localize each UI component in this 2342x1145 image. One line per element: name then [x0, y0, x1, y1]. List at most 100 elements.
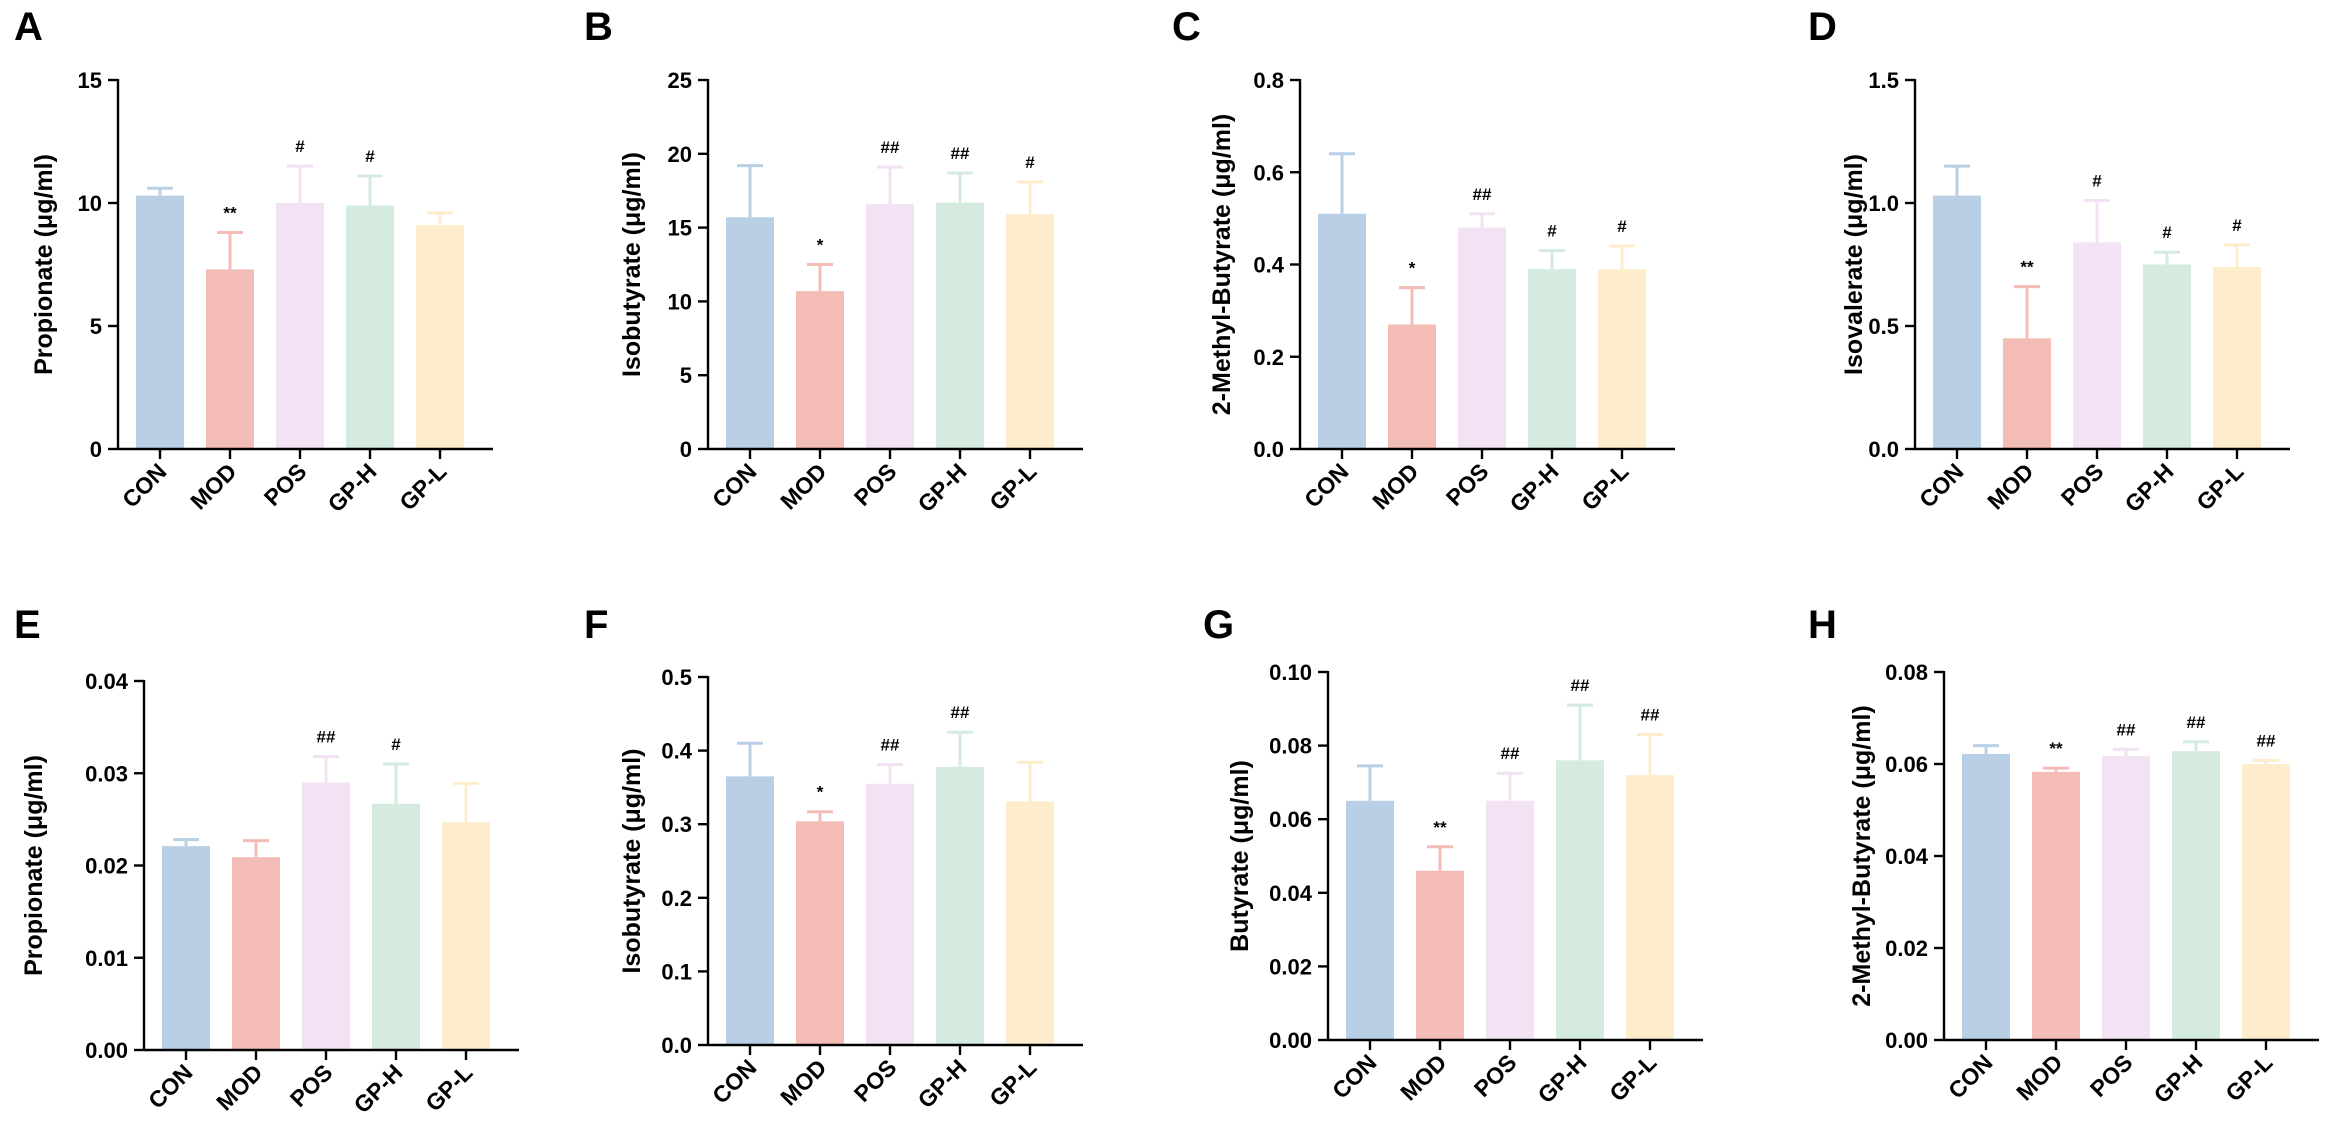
x-tick-label: POS — [2085, 1049, 2138, 1102]
y-tick-label: 0.04 — [1269, 881, 1313, 906]
x-tick-label: GP-L — [394, 458, 451, 515]
y-tick-label: 0.1 — [661, 959, 692, 984]
y-tick-label: 0.02 — [1885, 936, 1928, 961]
y-tick-label: 0.3 — [661, 812, 692, 837]
x-tick-label: GP-L — [984, 458, 1041, 515]
bar-pos — [2073, 242, 2121, 449]
significance-mark: ## — [317, 728, 336, 747]
panel-d: D ** # # #0.0 0.5 1.0 1.5 CON MOD POS GP-H GP-L Isova… — [1808, 5, 2290, 517]
bar-mod — [1416, 870, 1464, 1040]
bar-gp-l — [442, 822, 490, 1050]
significance-mark: * — [817, 783, 824, 802]
panel-letter: E — [14, 603, 41, 647]
significance-mark: # — [391, 735, 401, 754]
bar-gp-h — [2172, 751, 2220, 1040]
bar-gp-l — [1006, 214, 1054, 449]
bar-mod — [796, 821, 844, 1045]
significance-mark: ## — [1473, 185, 1492, 204]
x-tick-label: GP-H — [1504, 458, 1563, 517]
x-tick-label: CON — [143, 1059, 198, 1114]
x-tick-label: GP-L — [420, 1059, 477, 1116]
bar-mod — [206, 269, 254, 449]
y-tick-label: 0.00 — [1269, 1028, 1312, 1053]
x-tick-label: POS — [849, 1054, 902, 1107]
x-tick-label: MOD — [211, 1059, 267, 1115]
bar-con — [726, 217, 774, 449]
significance-mark: # — [2232, 216, 2242, 235]
x-tick-label: GP-L — [2220, 1049, 2277, 1106]
y-tick-label: 0.4 — [661, 739, 692, 764]
y-axis-title: Isobutyrate (μg/ml) — [618, 748, 646, 973]
bar-con — [162, 846, 210, 1050]
x-tick-label: CON — [707, 1054, 762, 1109]
significance-mark: # — [295, 137, 305, 156]
x-tick-label: MOD — [1982, 458, 2038, 514]
x-tick-label: CON — [1327, 1049, 1382, 1104]
x-tick-label: MOD — [1367, 458, 1423, 514]
significance-mark: # — [1617, 217, 1627, 236]
y-tick-label: 1.0 — [1868, 191, 1899, 216]
y-axis-title: Propionate (μg/ml) — [30, 154, 58, 375]
x-tick-label: CON — [117, 458, 172, 513]
y-tick-label: 10 — [668, 289, 692, 314]
y-axis-title: 2-Methyl-Butyrate (μg/ml) — [1208, 114, 1236, 415]
y-tick-label: 0.10 — [1269, 660, 1312, 685]
bar-pos — [866, 203, 914, 449]
bar-mod — [232, 857, 280, 1050]
significance-mark: # — [1547, 222, 1557, 241]
y-axis-title: Isovalerate (μg/ml) — [1840, 154, 1868, 375]
bar-con — [1346, 800, 1394, 1040]
significance-mark: * — [1409, 259, 1416, 278]
bar-pos — [302, 782, 350, 1050]
x-tick-label: MOD — [185, 458, 241, 514]
y-tick-label: 15 — [668, 216, 692, 241]
bar-con — [1318, 213, 1366, 449]
x-tick-label: POS — [2056, 458, 2109, 511]
x-tick-label: GP-H — [348, 1059, 407, 1118]
significance-mark: ## — [951, 144, 970, 163]
panel-letter: B — [584, 5, 613, 49]
y-axis-title: 2-Methyl-Butyrate (μg/ml) — [1848, 705, 1876, 1006]
bar-mod — [2032, 771, 2080, 1040]
panel-letter: H — [1808, 603, 1837, 647]
y-tick-label: 0 — [680, 437, 692, 462]
bar-gp-l — [416, 225, 464, 449]
x-tick-label: MOD — [2011, 1049, 2067, 1105]
x-tick-label: MOD — [775, 1054, 831, 1110]
x-tick-label: CON — [1299, 458, 1354, 513]
x-tick-label: POS — [259, 458, 312, 511]
y-tick-label: 0.00 — [85, 1038, 128, 1063]
y-tick-label: 0.00 — [1885, 1028, 1928, 1053]
y-tick-label: 0.08 — [1269, 734, 1312, 759]
y-tick-label: 0.01 — [85, 946, 128, 971]
panel-g: G ** ## ## ## 0.00 0.02 0.04 0.06 0.08 0.10 CON MOD P… — [1203, 603, 1703, 1108]
significance-mark: ## — [2117, 720, 2136, 739]
y-tick-label: 25 — [668, 68, 692, 93]
y-tick-label: 0.04 — [85, 669, 129, 694]
x-tick-label: GP-L — [984, 1054, 1041, 1111]
significance-mark: ## — [2257, 731, 2276, 750]
x-tick-label: GP-H — [1532, 1049, 1591, 1108]
bar-gp-h — [1528, 269, 1576, 449]
y-tick-label: 1.5 — [1868, 68, 1899, 93]
x-tick-label: GP-H — [912, 458, 971, 517]
y-tick-label: 0 — [90, 437, 102, 462]
panel-letter: G — [1203, 603, 1234, 647]
y-tick-label: 0.2 — [1253, 345, 1284, 370]
x-tick-label: CON — [1914, 458, 1969, 513]
significance-mark: # — [2162, 223, 2172, 242]
significance-mark: * — [817, 236, 824, 255]
significance-mark: ## — [881, 138, 900, 157]
x-tick-label: POS — [1469, 1049, 1522, 1102]
y-tick-label: 0.0 — [661, 1033, 692, 1058]
x-tick-label: GP-H — [2148, 1049, 2207, 1108]
y-tick-label: 0.02 — [1269, 954, 1312, 979]
significance-mark: ## — [881, 736, 900, 755]
x-tick-label: GP-L — [1604, 1049, 1661, 1106]
y-tick-label: 0.04 — [1885, 844, 1929, 869]
panel-f: F * ## ## 0.0 0.1 0.2 0.3 0.4 0.5 CON MOD POS GP-H GP-… — [584, 603, 1083, 1113]
x-tick-label: MOD — [775, 458, 831, 514]
bar-gp-h — [1556, 760, 1604, 1040]
significance-mark: ## — [951, 703, 970, 722]
